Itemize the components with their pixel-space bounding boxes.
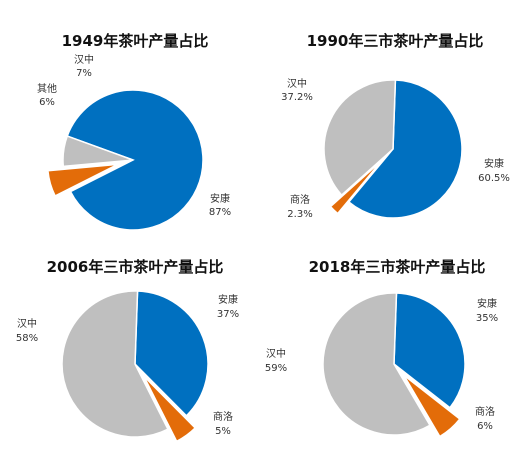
slice-value-label: 6% <box>39 97 55 108</box>
pie-slice <box>329 159 383 215</box>
pie-slice <box>403 374 461 438</box>
chart-1949: 1949年茶叶产量占比 汉中 7% 其他 6% 安康 87% <box>37 32 231 231</box>
slice-name-label: 安康 <box>477 297 497 310</box>
pie-slice <box>66 89 204 231</box>
slice-value-label: 59% <box>265 363 287 374</box>
pie-slice <box>62 135 134 168</box>
pie-slice <box>61 290 169 438</box>
pie-2018 <box>322 292 466 438</box>
slice-name-label: 商洛 <box>213 410 233 423</box>
slice-value-label: 7% <box>76 68 92 79</box>
pie-slice <box>393 292 466 409</box>
pie-slice <box>47 163 118 197</box>
chart-title: 2006年三市茶叶产量占比 <box>47 258 224 276</box>
slice-value-label: 87% <box>209 207 231 218</box>
pie-slice <box>322 292 431 436</box>
pie-slice <box>143 375 197 443</box>
slice-value-label: 37% <box>217 309 239 320</box>
slice-name-label: 安康 <box>484 157 504 170</box>
chart-title: 1990年三市茶叶产量占比 <box>307 32 484 50</box>
slice-value-label: 6% <box>477 421 493 432</box>
chart-2018: 2018年三市茶叶产量占比 安康 35% 汉中 59% 商洛 6% <box>265 258 498 438</box>
slice-name-label: 商洛 <box>475 405 495 418</box>
slice-value-label: 60.5% <box>478 173 510 184</box>
slice-name-label: 安康 <box>210 192 230 205</box>
slice-name-label: 其他 <box>37 82 57 95</box>
slice-name-label: 汉中 <box>17 317 37 330</box>
slice-name-label: 商洛 <box>290 193 310 206</box>
slice-name-label: 汉中 <box>74 53 94 66</box>
pie-slice <box>323 79 397 197</box>
pie-slice <box>347 79 463 219</box>
chart-title: 1949年茶叶产量占比 <box>62 32 209 50</box>
slice-value-label: 35% <box>476 313 498 324</box>
slice-value-label: 58% <box>16 333 38 344</box>
pie-1990 <box>323 79 463 219</box>
pie-2006 <box>61 290 209 443</box>
chart-1990: 1990年三市茶叶产量占比 汉中 37.2% 安康 60.5% 商洛 2.3% <box>281 32 510 220</box>
chart-title: 2018年三市茶叶产量占比 <box>309 258 486 276</box>
slice-value-label: 37.2% <box>281 92 313 103</box>
chart-2006: 2006年三市茶叶产量占比 安康 37% 汉中 58% 商洛 5% <box>16 258 239 443</box>
slice-value-label: 5% <box>215 426 231 437</box>
slice-name-label: 安康 <box>218 293 238 306</box>
pie-1949 <box>47 89 204 231</box>
slice-name-label: 汉中 <box>266 347 286 360</box>
pie-slice <box>134 290 209 417</box>
slice-name-label: 汉中 <box>287 77 307 90</box>
slice-value-label: 2.3% <box>287 209 312 220</box>
